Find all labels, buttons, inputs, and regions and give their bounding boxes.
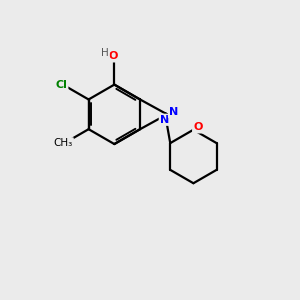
Text: CH₃: CH₃ (53, 138, 73, 148)
Text: N: N (169, 107, 178, 117)
Text: N: N (160, 115, 169, 125)
Text: O: O (193, 122, 203, 132)
Text: H: H (101, 48, 109, 58)
Text: Cl: Cl (56, 80, 67, 90)
Text: O: O (108, 51, 118, 62)
